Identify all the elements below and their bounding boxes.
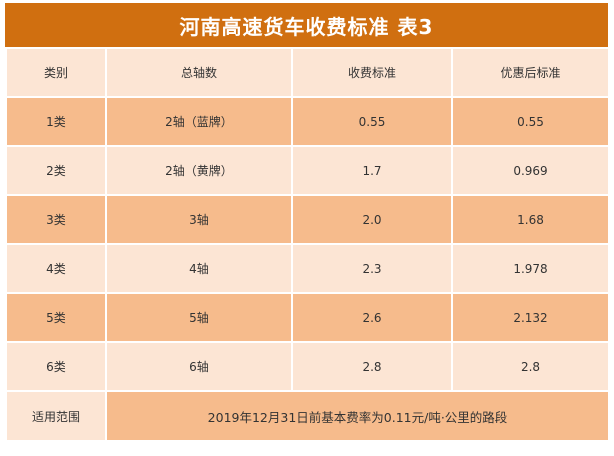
footer-row: 适用范围 2019年12月31日前基本费率为0.11元/吨·公里的路段 xyxy=(5,390,610,442)
table-row: 2类 2轴（黄牌） 1.7 0.969 xyxy=(5,145,610,196)
cell-standard-fee: 0.55 xyxy=(291,96,453,147)
cell-axles: 6轴 xyxy=(105,341,293,392)
cell-standard-fee: 2.6 xyxy=(291,292,453,343)
cell-category: 3类 xyxy=(5,194,107,245)
cell-axles: 2轴（蓝牌） xyxy=(105,96,293,147)
cell-discounted-fee: 0.969 xyxy=(451,145,610,196)
cell-standard-fee: 2.3 xyxy=(291,243,453,294)
cell-standard-fee: 1.7 xyxy=(291,145,453,196)
table-row: 5类 5轴 2.6 2.132 xyxy=(5,292,610,343)
cell-discounted-fee: 2.132 xyxy=(451,292,610,343)
cell-category: 1类 xyxy=(5,96,107,147)
footer-label: 适用范围 xyxy=(5,390,107,442)
cell-discounted-fee: 1.978 xyxy=(451,243,610,294)
cell-discounted-fee: 0.55 xyxy=(451,96,610,147)
cell-category: 4类 xyxy=(5,243,107,294)
cell-category: 5类 xyxy=(5,292,107,343)
header-discounted-fee: 优惠后标准 xyxy=(451,47,610,98)
cell-category: 2类 xyxy=(5,145,107,196)
header-standard-fee: 收费标准 xyxy=(291,47,453,98)
cell-axles: 3轴 xyxy=(105,194,293,245)
cell-standard-fee: 2.8 xyxy=(291,341,453,392)
table-row: 1类 2轴（蓝牌） 0.55 0.55 xyxy=(5,96,610,147)
cell-axles: 2轴（黄牌） xyxy=(105,145,293,196)
table-row: 4类 4轴 2.3 1.978 xyxy=(5,243,610,294)
cell-discounted-fee: 2.8 xyxy=(451,341,610,392)
footer-value: 2019年12月31日前基本费率为0.11元/吨·公里的路段 xyxy=(105,390,610,442)
cell-axles: 4轴 xyxy=(105,243,293,294)
table-title: 河南高速货车收费标准 表3 xyxy=(5,3,608,47)
table-row: 6类 6轴 2.8 2.8 xyxy=(5,341,610,392)
table-row: 3类 3轴 2.0 1.68 xyxy=(5,194,610,245)
header-row: 类别 总轴数 收费标准 优惠后标准 xyxy=(5,47,610,98)
cell-standard-fee: 2.0 xyxy=(291,194,453,245)
cell-discounted-fee: 1.68 xyxy=(451,194,610,245)
fee-table: 类别 总轴数 收费标准 优惠后标准 1类 2轴（蓝牌） 0.55 0.55 2类… xyxy=(5,47,610,442)
fee-table-panel: 河南高速货车收费标准 表3 类别 总轴数 收费标准 优惠后标准 1类 2轴（蓝牌… xyxy=(5,3,610,452)
cell-category: 6类 xyxy=(5,341,107,392)
header-axles: 总轴数 xyxy=(105,47,293,98)
cell-axles: 5轴 xyxy=(105,292,293,343)
header-category: 类别 xyxy=(5,47,107,98)
